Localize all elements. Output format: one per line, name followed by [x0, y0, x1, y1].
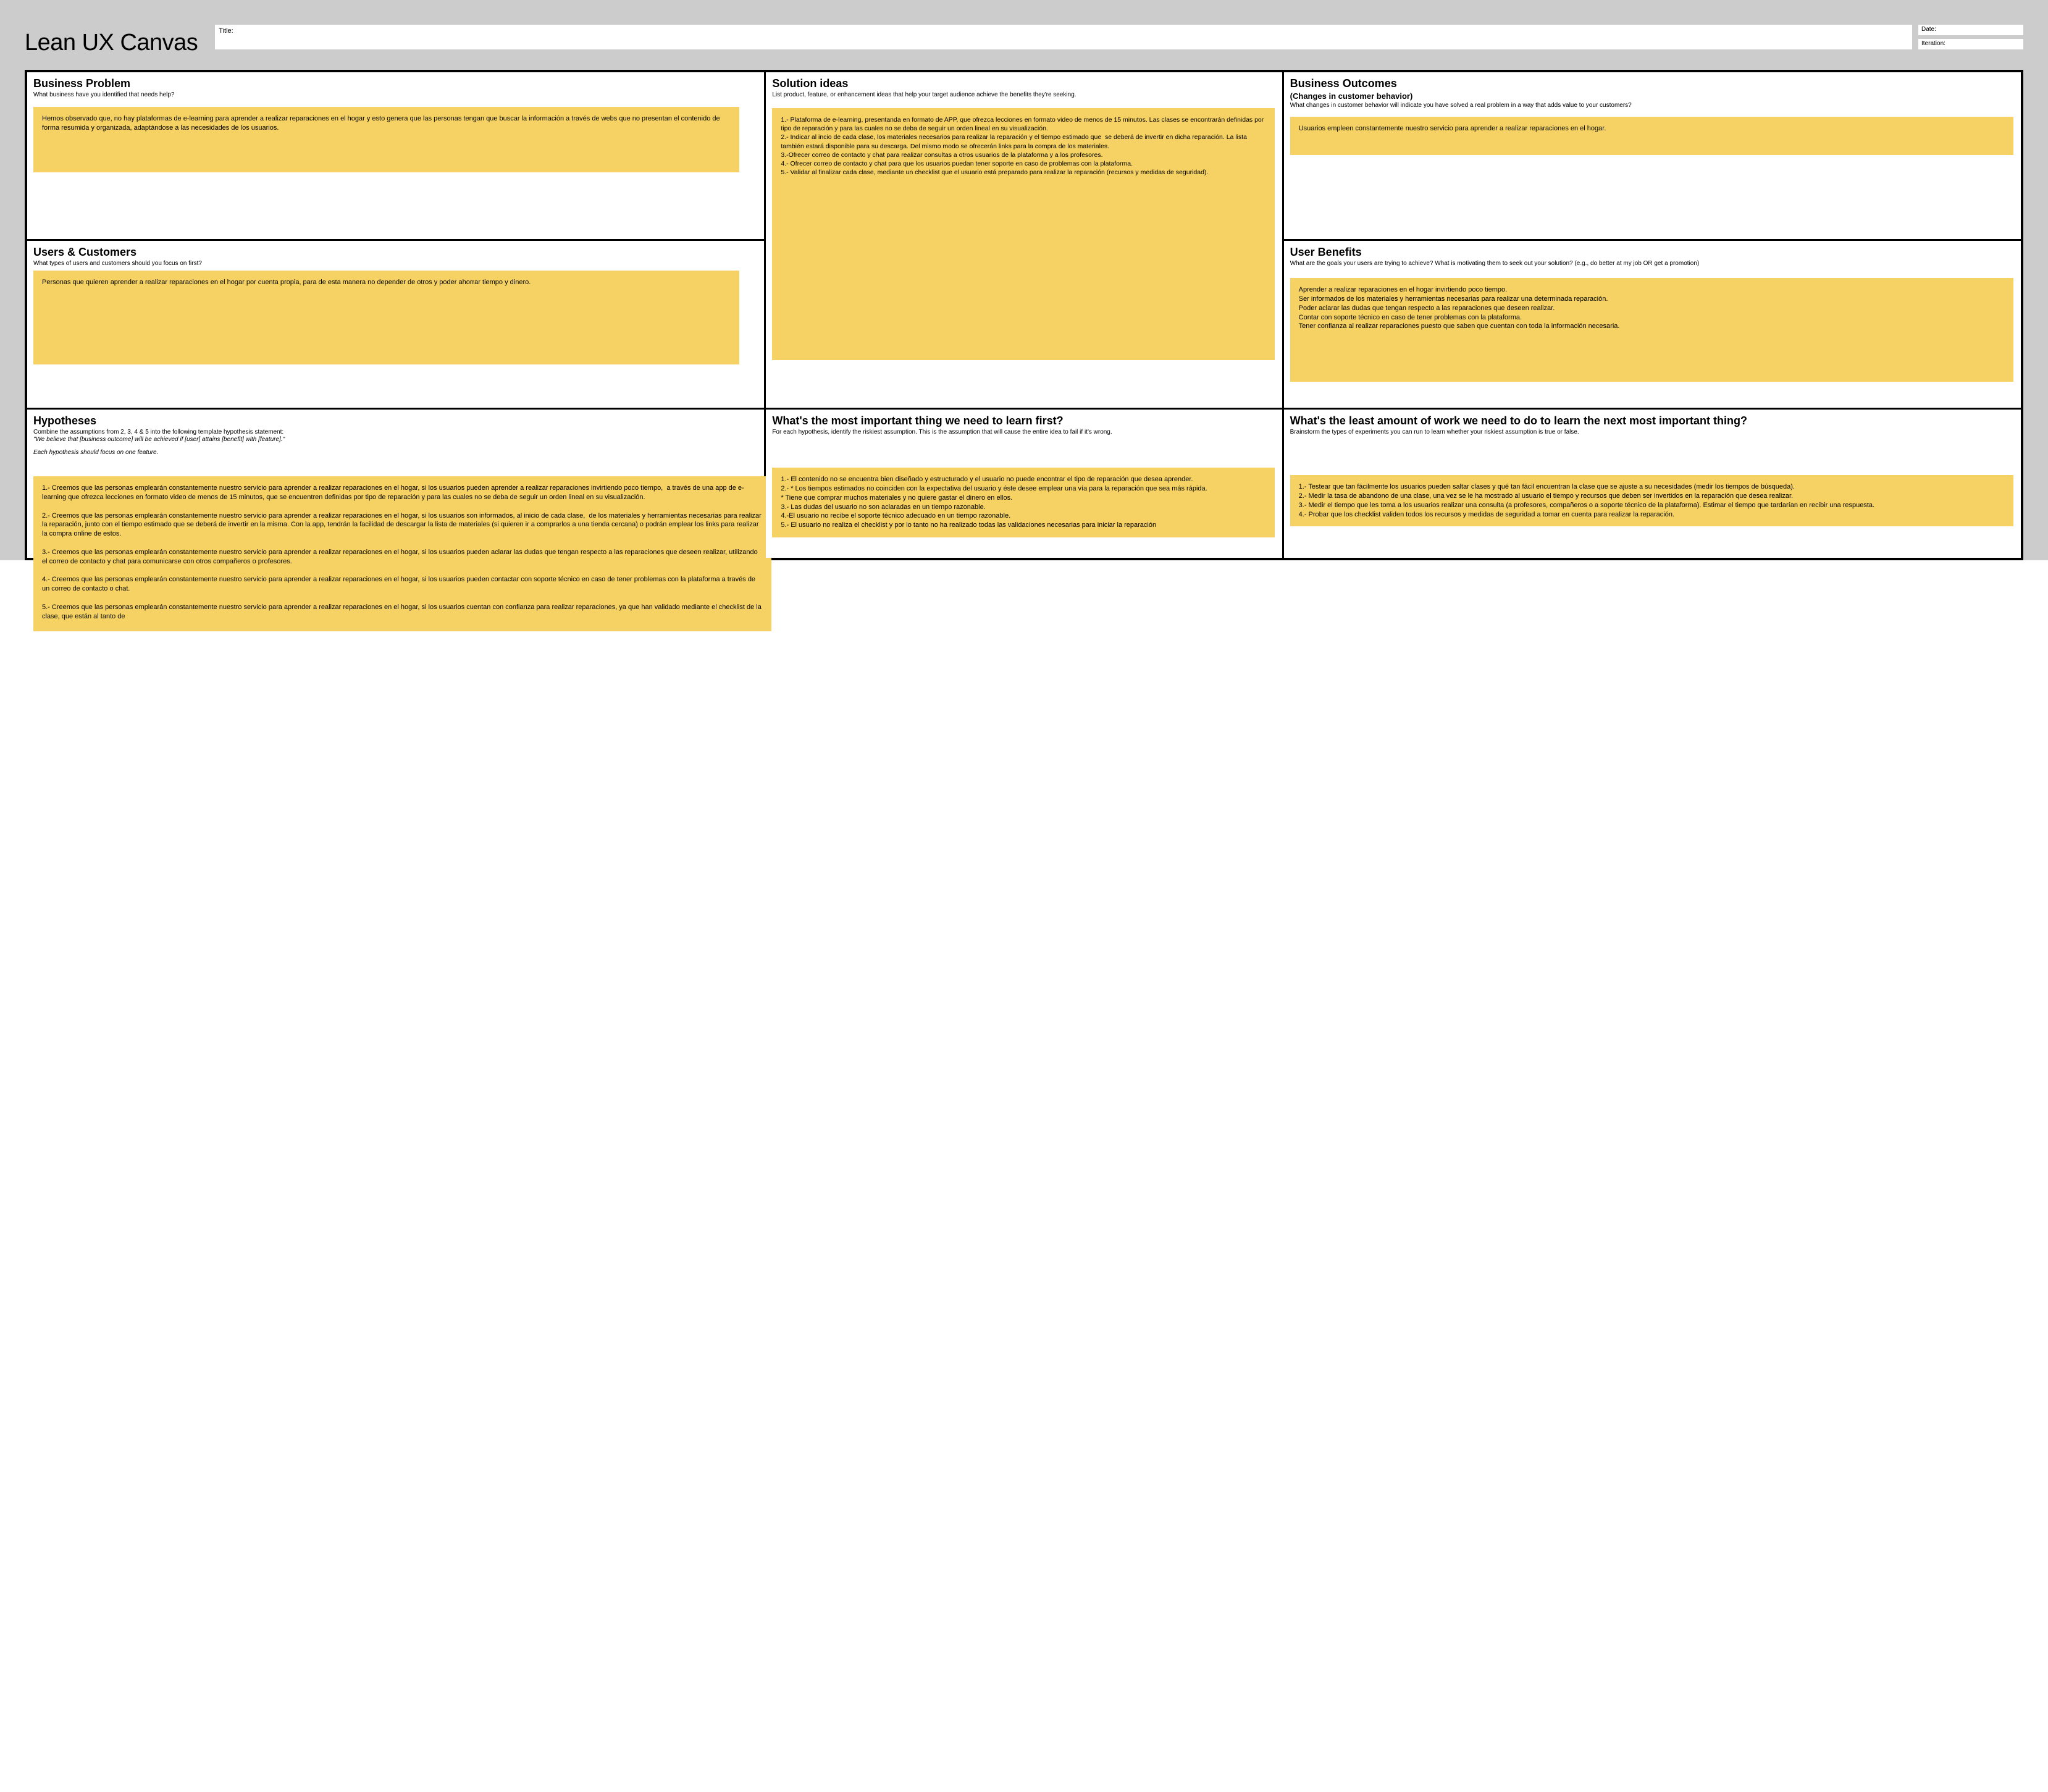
- hypotheses-desc-line2: Each hypothesis should focus on one feat…: [33, 449, 158, 456]
- date-input[interactable]: Date:: [1918, 25, 2023, 35]
- canvas-outer: Lean UX Canvas Title: Date: Iteration: B…: [0, 0, 2048, 560]
- cell-desc: What types of users and customers should…: [33, 260, 758, 268]
- iteration-input[interactable]: Iteration:: [1918, 39, 2023, 49]
- cell-title: Solution ideas: [772, 77, 1275, 90]
- cell-least-work: What's the least amount of work we need …: [1284, 410, 2021, 558]
- hypotheses-desc-line1: Combine the assumptions from 2, 3, 4 & 5…: [33, 429, 283, 435]
- cell-title: Hypotheses: [33, 414, 758, 427]
- cell-title: Business Problem: [33, 77, 758, 90]
- sticky-business-problem[interactable]: Hemos observado que, no hay plataformas …: [33, 107, 739, 172]
- header: Lean UX Canvas Title: Date: Iteration:: [25, 25, 2023, 56]
- cell-desc: List product, feature, or enhancement id…: [772, 91, 1275, 99]
- cell-title: Business Outcomes: [1290, 77, 2015, 90]
- title-input[interactable]: Title:: [215, 25, 1912, 49]
- cell-desc: Brainstorm the types of experiments you …: [1290, 429, 2015, 437]
- document-title: Lean UX Canvas: [25, 25, 198, 56]
- cell-desc: What business have you identified that n…: [33, 91, 758, 99]
- meta-inputs: Title: Date: Iteration:: [215, 25, 2023, 49]
- cell-users-customers: Users & Customers What types of users an…: [27, 241, 764, 408]
- cell-desc: For each hypothesis, identify the riskie…: [772, 429, 1275, 437]
- sticky-learn-first[interactable]: 1.- El contenido no se encuentra bien di…: [772, 468, 1274, 537]
- sticky-business-outcomes[interactable]: Usuarios empleen constantemente nuestro …: [1290, 117, 2013, 155]
- cell-business-outcomes: Business Outcomes (Changes in customer b…: [1284, 72, 2021, 239]
- cell-hypotheses: Hypotheses Combine the assumptions from …: [27, 410, 764, 558]
- cell-title: Users & Customers: [33, 246, 758, 259]
- cell-desc: What are the goals your users are trying…: [1290, 260, 2015, 268]
- cell-title: What's the most important thing we need …: [772, 414, 1275, 427]
- cell-desc: Combine the assumptions from 2, 3, 4 & 5…: [33, 429, 758, 444]
- date-iteration-col: Date: Iteration:: [1918, 25, 2023, 49]
- sticky-user-benefits[interactable]: Aprender a realizar reparaciones en el h…: [1290, 278, 2013, 382]
- cell-solution-ideas: Solution ideas List product, feature, or…: [766, 72, 1282, 408]
- cell-title: User Benefits: [1290, 246, 2015, 259]
- sticky-solution-ideas[interactable]: 1.- Plataforma de e-learning, presentand…: [772, 108, 1274, 360]
- cell-learn-first: What's the most important thing we need …: [766, 410, 1282, 558]
- sticky-hypotheses[interactable]: 1.- Creemos que las personas emplearán c…: [33, 476, 771, 631]
- sticky-least-work[interactable]: 1.- Testear que tan fácilmente los usuar…: [1290, 475, 2013, 526]
- cell-user-benefits: User Benefits What are the goals your us…: [1284, 241, 2021, 408]
- cell-business-problem: Business Problem What business have you …: [27, 72, 764, 239]
- cell-title: What's the least amount of work we need …: [1290, 414, 2015, 427]
- lean-ux-canvas: Business Problem What business have you …: [25, 70, 2023, 560]
- cell-subtitle: (Changes in customer behavior): [1290, 91, 2015, 101]
- sticky-users-customers[interactable]: Personas que quieren aprender a realizar…: [33, 271, 739, 364]
- hypotheses-template: "We believe that [business outcome] will…: [33, 436, 285, 443]
- cell-desc: What changes in customer behavior will i…: [1290, 102, 2015, 110]
